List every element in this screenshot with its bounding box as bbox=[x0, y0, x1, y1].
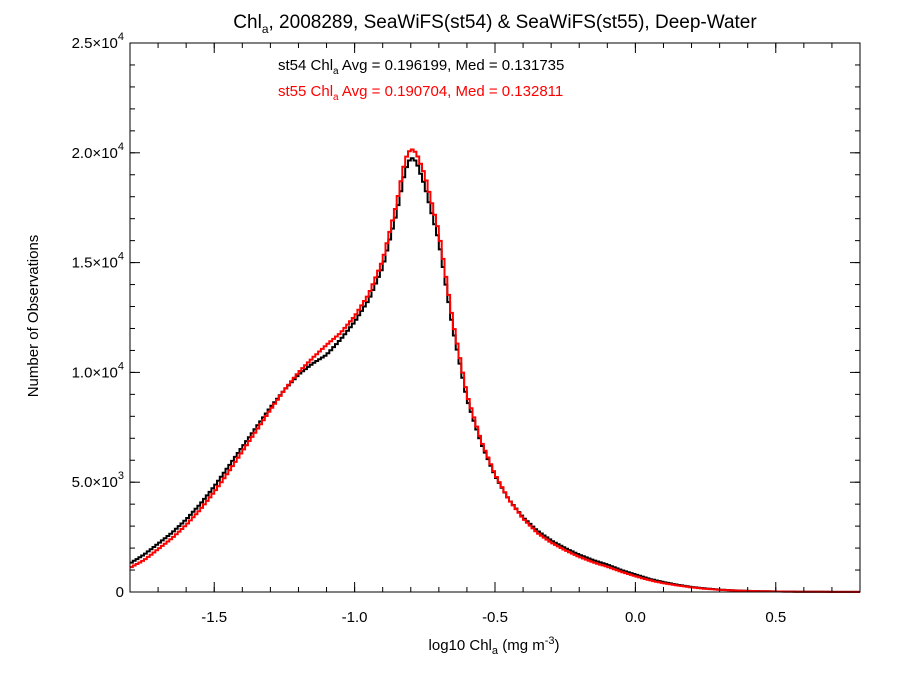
histogram-series-1 bbox=[130, 148, 860, 593]
annotation-st54: st54 Chla Avg = 0.196199, Med = 0.131735 bbox=[278, 57, 564, 77]
y-tick-label: 1.0×104 bbox=[72, 360, 124, 381]
annotations: st54 Chla Avg = 0.196199, Med = 0.131735… bbox=[278, 57, 564, 103]
x-tick-label: 0.5 bbox=[765, 609, 786, 626]
y-tick-label: 5.0×103 bbox=[72, 470, 124, 491]
y-tick-label: 2.5×104 bbox=[72, 31, 124, 52]
chart-title: Chla, 2008289, SeaWiFS(st54) & SeaWiFS(s… bbox=[233, 12, 757, 36]
y-tick-label: 1.5×104 bbox=[72, 251, 124, 272]
annotation-st55: st55 Chla Avg = 0.190704, Med = 0.132811 bbox=[278, 83, 563, 103]
plot-frame bbox=[129, 42, 861, 593]
histogram-series-0 bbox=[130, 157, 860, 593]
x-tick-label: -1.0 bbox=[342, 609, 368, 626]
x-axis-label: log10 Chla (mg m-3) bbox=[429, 635, 560, 657]
series-layer bbox=[130, 148, 860, 593]
y-tick-label: 0 bbox=[116, 584, 124, 601]
y-axis-label: Number of Observations bbox=[25, 235, 42, 398]
y-tick-label: 2.0×104 bbox=[72, 141, 124, 162]
ticks-layer: -1.5 -1.0 -0.5 0.0 0.5 0 5.0×103 1.0×104 1.5×104… bbox=[72, 31, 861, 626]
x-tick-label: 0.0 bbox=[625, 609, 646, 626]
x-tick-label: -0.5 bbox=[482, 609, 508, 626]
x-tick-label: -1.5 bbox=[201, 609, 227, 626]
